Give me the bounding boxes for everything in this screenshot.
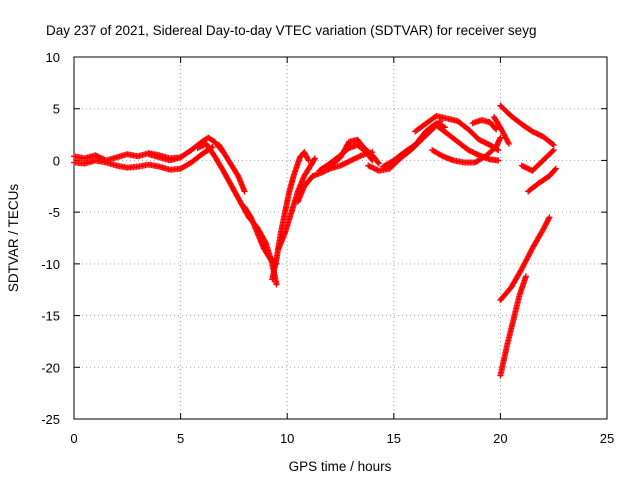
data-point <box>497 134 504 141</box>
y-tick-label: 5 <box>53 102 60 117</box>
x-tick-label: 0 <box>70 431 77 446</box>
series-track-w <box>497 273 529 379</box>
data-point <box>374 159 381 166</box>
x-tick-label: 15 <box>387 431 401 446</box>
data-point <box>311 155 318 162</box>
y-tick-label: -10 <box>41 257 60 272</box>
data-point <box>552 165 559 172</box>
series-track-m <box>380 120 448 170</box>
series-track-k <box>326 136 382 170</box>
data-point <box>546 214 553 221</box>
series-track-d <box>194 140 280 288</box>
data-point <box>505 140 512 147</box>
data-point <box>273 281 280 288</box>
data-point <box>492 125 499 132</box>
y-tick-label: 10 <box>46 50 60 65</box>
series-track-s <box>491 113 512 147</box>
data-point <box>241 188 248 195</box>
series-track-r <box>497 102 557 148</box>
data-point <box>522 273 529 280</box>
series-track-h <box>275 155 318 252</box>
x-tick-label: 10 <box>280 431 294 446</box>
data-point <box>375 160 382 167</box>
y-tick-label: -15 <box>41 309 60 324</box>
y-tick-label: 0 <box>53 153 60 168</box>
series-track-v <box>497 214 553 304</box>
series-track-g <box>269 149 312 283</box>
data-point <box>495 157 502 164</box>
data-point <box>495 147 502 154</box>
series-track-e <box>215 141 248 195</box>
data-point <box>550 141 557 148</box>
data-point <box>550 147 557 154</box>
chart-title: Day 237 of 2021, Sidereal Day-to-day VTE… <box>46 23 536 38</box>
data-point <box>549 140 556 147</box>
data-point <box>311 156 318 163</box>
x-tick-label: 25 <box>600 431 614 446</box>
y-tick-label: -5 <box>48 205 60 220</box>
axis-ticks: 0 5 10 15 20 25 10 5 0 -5 -10 -15 -20 -25 <box>41 50 614 446</box>
x-tick-label: 20 <box>493 431 507 446</box>
x-tick-label: 5 <box>177 431 184 446</box>
data-points <box>71 102 559 379</box>
data-point <box>438 152 445 159</box>
series-track-t <box>518 147 557 174</box>
y-tick-label: -20 <box>41 360 60 375</box>
series-track-u <box>525 165 559 195</box>
plot-frame <box>73 56 608 420</box>
y-axis-label: SDTVAR / TECUs <box>6 184 21 293</box>
series-track-q <box>469 117 500 133</box>
y-tick-label: -25 <box>41 412 60 427</box>
data-point <box>494 146 501 153</box>
data-point <box>549 148 556 155</box>
grid-lines <box>74 57 607 419</box>
series-track-p <box>412 112 502 154</box>
data-point <box>551 166 558 173</box>
x-axis-label: GPS time / hours <box>289 459 392 474</box>
